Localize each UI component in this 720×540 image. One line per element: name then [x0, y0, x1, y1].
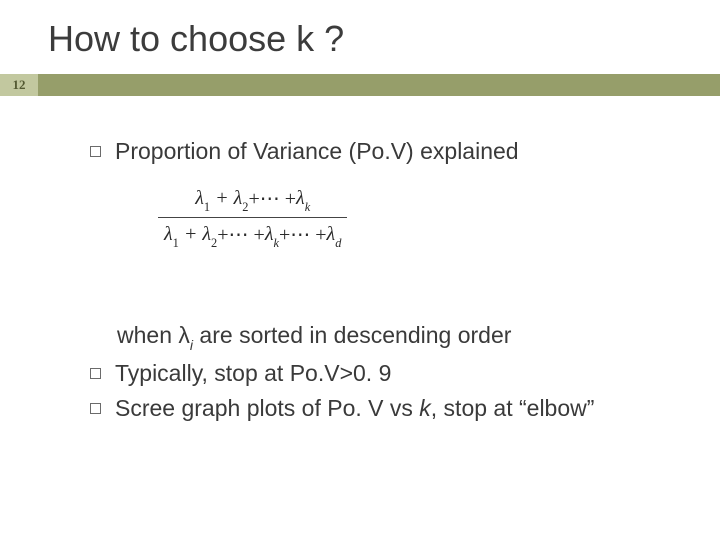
page-number: 12: [0, 74, 38, 96]
indent-line: when λi are sorted in descending order: [90, 320, 680, 355]
slide-title: How to choose k ?: [0, 0, 720, 74]
header-stripe: 12: [0, 74, 720, 96]
bullet-3: Scree graph plots of Po. V vs k, stop at…: [90, 393, 680, 424]
bullet-2-text: Typically, stop at Po.V>0. 9: [115, 358, 680, 389]
bullet-icon: [90, 368, 101, 379]
bullet-3-text: Scree graph plots of Po. V vs k, stop at…: [115, 393, 680, 424]
bullet-icon: [90, 146, 101, 157]
bullet-icon: [90, 403, 101, 414]
pov-formula: λ1 + λ2 +⋯ + λk λ1 + λ2 +⋯ + λk +⋯ + λd: [158, 185, 680, 249]
bullet-2: Typically, stop at Po.V>0. 9: [90, 358, 680, 389]
content-area: Proportion of Variance (Po.V) explained …: [0, 96, 720, 424]
formula-numerator: λ1 + λ2 +⋯ + λk: [158, 185, 347, 218]
bullet-1: Proportion of Variance (Po.V) explained: [90, 136, 680, 167]
bullet-1-text: Proportion of Variance (Po.V) explained: [115, 136, 680, 167]
stripe-fill: [38, 74, 720, 96]
formula-denominator: λ1 + λ2 +⋯ + λk +⋯ + λd: [158, 218, 347, 250]
